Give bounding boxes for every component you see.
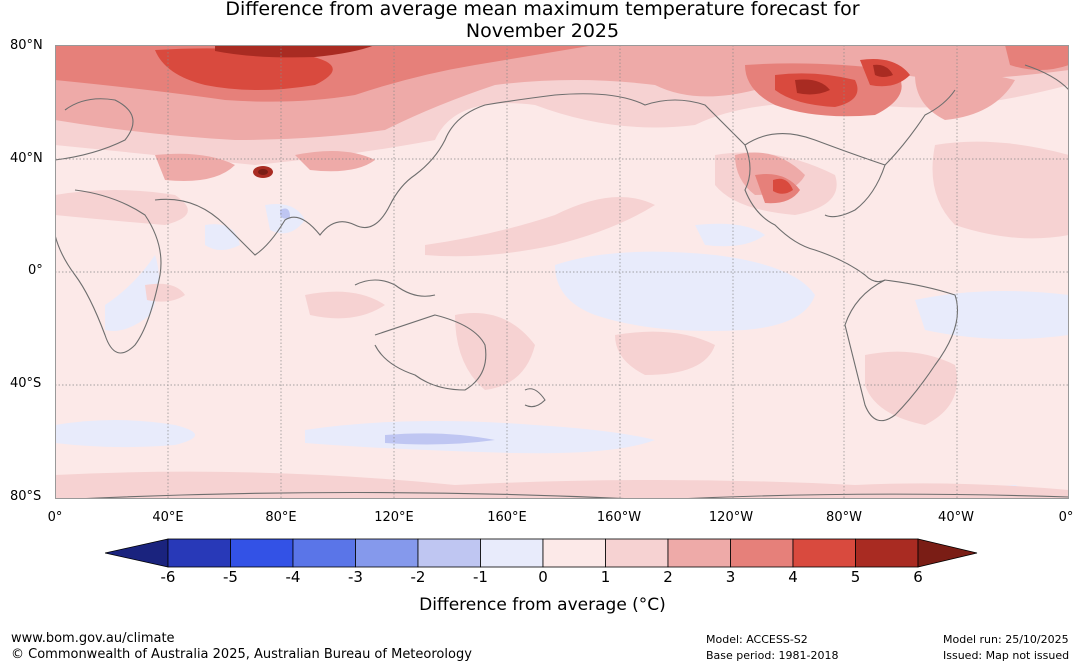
colorbar-segment xyxy=(480,538,544,568)
colorbar-tick-label: 0 xyxy=(538,568,548,586)
temperature-anomaly-map xyxy=(55,45,1069,499)
lat-label-40n: 40°N xyxy=(10,151,43,166)
footer-model-run: Model run: 25/10/2025 xyxy=(943,633,1069,646)
lat-label-equator: 0° xyxy=(28,263,43,278)
lon-label-80e: 80°E xyxy=(265,510,297,525)
graticule xyxy=(55,45,1069,499)
colorbar-tick-label: 5 xyxy=(850,568,861,586)
colorbar-segment xyxy=(605,538,669,568)
colorbar-tick-label: 6 xyxy=(913,568,923,586)
footer-base-period: Base period: 1981-2018 xyxy=(706,649,839,662)
lon-label-0: 0° xyxy=(47,510,63,525)
colorbar-tick-label: -4 xyxy=(285,568,301,586)
colorbar-segment xyxy=(417,538,481,568)
map-title-line2: November 2025 xyxy=(465,20,620,42)
colorbar-segment xyxy=(792,538,856,568)
warm-anomaly-5-6 xyxy=(215,45,893,178)
lon-label-160w: 160°W xyxy=(596,510,642,525)
cool-anomaly-strong xyxy=(385,433,495,445)
colorbar-tick-label: 4 xyxy=(788,568,798,586)
warm-anomaly-extreme xyxy=(258,169,268,175)
colorbar-segment xyxy=(355,538,419,568)
footer-issued: Issued: Map not issued xyxy=(943,649,1070,662)
lon-label-160e: 160°E xyxy=(487,510,527,525)
lat-label-40s: 40°S xyxy=(10,376,42,391)
colorbar-tick-label: -5 xyxy=(223,568,238,586)
colorbar-segment xyxy=(542,538,606,568)
lon-label-40w: 40°W xyxy=(938,510,974,525)
colorbar-segment xyxy=(855,538,919,568)
map-title-line1: Difference from average mean maximum tem… xyxy=(225,0,860,20)
map-frame xyxy=(55,45,1069,499)
lon-label-120w: 120°W xyxy=(708,510,754,525)
colorbar-extend-low xyxy=(105,538,169,568)
colorbar xyxy=(105,538,978,568)
colorbar-segment xyxy=(167,538,231,568)
colorbar-segment xyxy=(230,538,294,568)
lon-label-40e: 40°E xyxy=(152,510,184,525)
coastlines xyxy=(55,64,1069,499)
colorbar-extend-high xyxy=(917,538,978,568)
lon-label-0-east: 0° xyxy=(1058,510,1074,525)
colorbar-tick-label: 2 xyxy=(663,568,673,586)
colorbar-tick-label: 3 xyxy=(725,568,736,586)
cool-anomaly-india xyxy=(280,208,290,219)
colorbar-tick-label: -1 xyxy=(473,568,488,586)
colorbar-title: Difference from average (°C) xyxy=(419,595,666,615)
colorbar-segment xyxy=(730,538,794,568)
colorbar-tick-label: -3 xyxy=(348,568,363,586)
colorbar-tick-label: 1 xyxy=(600,568,611,586)
lon-label-80w: 80°W xyxy=(826,510,862,525)
colorbar-segment xyxy=(292,538,356,568)
colorbar-segment xyxy=(667,538,731,568)
colorbar-tick-label: -6 xyxy=(160,568,176,586)
footer-copyright: © Commonwealth of Australia 2025, Austra… xyxy=(11,647,472,662)
lat-label-80n: 80°N xyxy=(10,38,43,53)
lon-label-120e: 120°E xyxy=(374,510,414,525)
footer-model: Model: ACCESS-S2 xyxy=(706,633,808,646)
lat-label-80s: 80°S xyxy=(10,489,42,504)
colorbar-tick-label: -2 xyxy=(410,568,426,586)
footer-url[interactable]: www.bom.gov.au/climate xyxy=(11,631,175,646)
